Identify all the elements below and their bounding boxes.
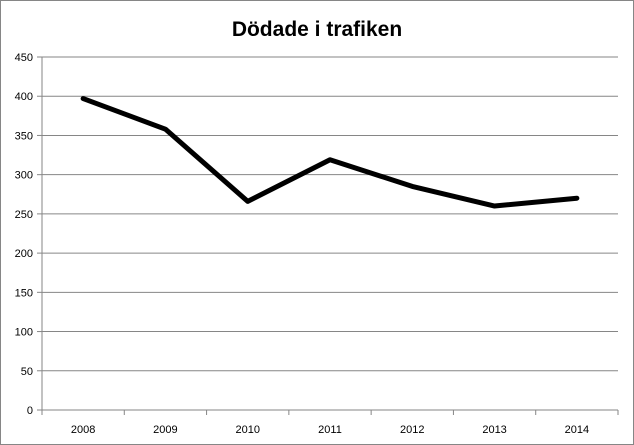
x-tick-label: 2014 — [565, 424, 589, 436]
y-tick-label: 150 — [15, 287, 33, 299]
y-tick-label: 250 — [15, 209, 33, 221]
x-axis-ticks: 2008 2009 2010 2011 2012 2013 2014 — [71, 424, 589, 436]
series-line-0 — [80, 96, 580, 209]
x-tick-label: 2013 — [482, 424, 506, 436]
x-tick-label: 2011 — [318, 424, 342, 436]
gridlines — [42, 56, 618, 372]
y-tick-label: 350 — [15, 130, 33, 142]
y-tick-label: 50 — [21, 366, 33, 378]
x-tick-label: 2010 — [235, 424, 259, 436]
x-tick-label: 2008 — [71, 424, 95, 436]
axes — [37, 56, 619, 415]
y-tick-label: 450 — [15, 52, 33, 64]
y-tick-label: 200 — [15, 248, 33, 260]
y-tick-label: 100 — [15, 327, 33, 339]
y-axis-ticks: 0 50 100 150 200 250 300 350 400 450 — [15, 52, 33, 417]
series-group — [80, 96, 580, 209]
y-tick-label: 0 — [27, 405, 33, 417]
chart-title: Dödade i trafiken — [232, 18, 402, 41]
x-tick-label: 2009 — [153, 424, 177, 436]
y-tick-label: 400 — [15, 91, 33, 103]
x-tick-label: 2012 — [400, 424, 424, 436]
y-tick-label: 300 — [15, 170, 33, 182]
